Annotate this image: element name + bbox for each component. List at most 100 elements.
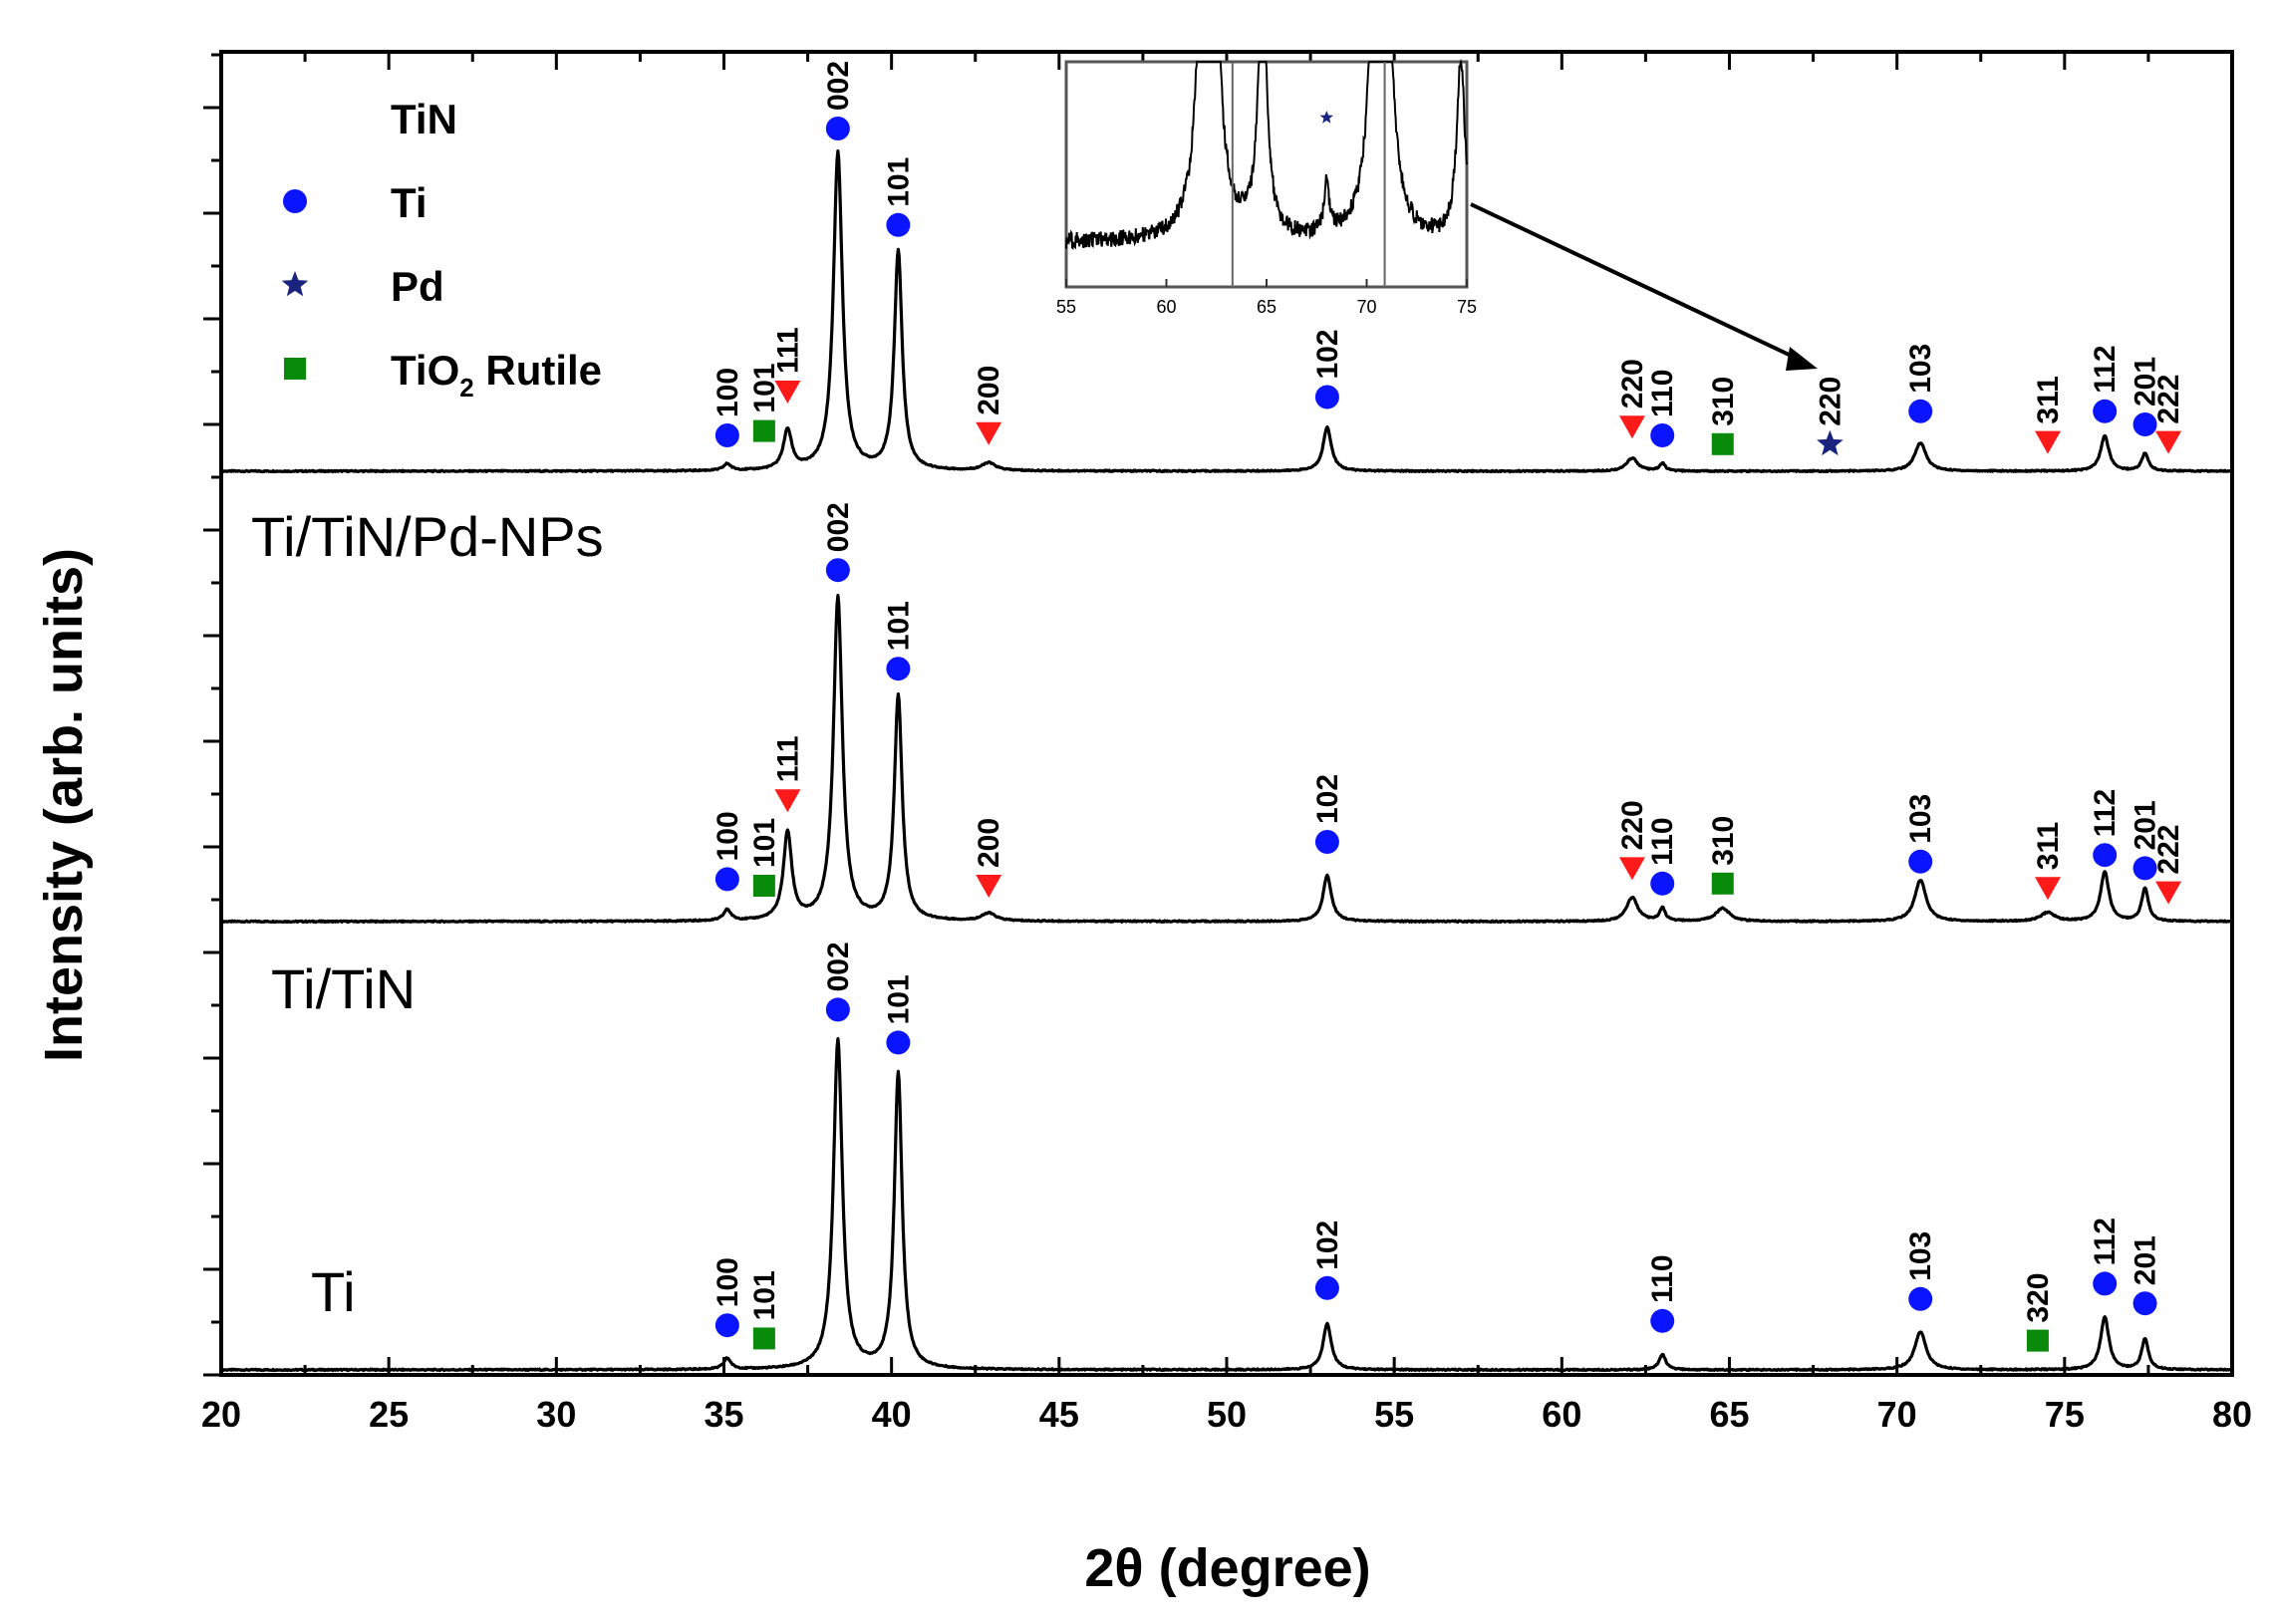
rutile-marker [752,419,775,442]
reflection-label: 100 [711,368,744,417]
legend-label-subscript: 2 [459,373,473,403]
ti-marker [2093,1271,2118,1296]
y-axis-label: Intensity (arb. units) [34,548,94,1062]
ti-marker [825,997,850,1022]
x-tick-label: 75 [2045,1394,2085,1435]
curves-layer [219,149,2233,1373]
reflection-label: 110 [1646,370,1679,417]
reflection-label: 002 [822,61,855,111]
legend-label: TiO2 Rutile [391,347,602,403]
reflection-label: 112 [2089,1218,2122,1265]
tin-marker [1618,857,1645,881]
reflection-label: 111 [771,735,804,782]
inset-tick-label: 60 [1156,297,1176,317]
x-tick-label: 45 [1039,1394,1079,1435]
reflection-label: 310 [1707,816,1740,866]
reflection-label: 102 [1311,329,1344,379]
rutile-marker [1711,432,1734,455]
rutile-marker [1711,872,1734,895]
x-tick-label: 55 [1374,1394,1414,1435]
ti-marker [1908,399,1933,423]
reflection-label: 220 [1616,359,1649,408]
reflection-label: 002 [822,502,855,552]
ti-marker [2093,399,2118,423]
ticks-layer: 20 25 30 35 40 45 50 55 60 65 70 75 80 [201,52,2252,1435]
reflection-label: 201 [2129,1235,2162,1285]
reflection-label: 222 [2152,375,2185,424]
x-tick-label: 70 [1877,1394,1917,1435]
inset-tick-label: 70 [1356,297,1376,317]
reflection-label: 200 [973,366,1005,415]
panel-labels: Ti/TiN/Pd-NPs Ti/TiN Ti [251,505,604,1323]
ti-marker [1908,849,1933,874]
reflection-label: 002 [822,942,855,991]
ti-marker [1650,423,1675,447]
reflection-label: 101 [748,364,781,413]
reflection-label: 311 [2032,376,2065,423]
reflection-label: 311 [2032,822,2065,870]
ti-marker [1650,871,1675,896]
ti-marker [2132,856,2157,881]
reflection-label: 201 [2129,357,2162,406]
legend-label-main: TiO [391,347,459,394]
x-tick-label: 30 [536,1394,576,1435]
rutile-marker [752,875,775,897]
reflection-label: 102 [1311,1220,1344,1270]
reflection-label: 220 [1616,800,1649,850]
inset-tick-label: 55 [1056,297,1076,317]
pattern-curve [219,1037,2233,1373]
ti-marker [886,657,911,681]
pd-marker [281,271,309,297]
inset-arrow-head [1786,347,1818,371]
inset-curve [1065,58,1468,250]
reflection-label: 101 [882,974,915,1024]
ti-marker [2093,843,2118,868]
reflection-label: 101 [748,1270,781,1320]
ti-marker [1314,385,1339,409]
x-tick-label: 50 [1207,1394,1247,1435]
reflection-label: 112 [2089,789,2122,837]
reflection-label: 110 [1646,817,1679,865]
pattern-curve [219,594,2233,925]
ti-marker [714,1313,739,1338]
x-tick-label: 80 [2212,1394,2252,1435]
ti-marker [886,1030,911,1055]
reflection-label: 102 [1311,774,1344,824]
legend-label: Ti [391,179,427,226]
reflection-label: 101 [748,818,781,868]
inset-arrow [1470,202,1803,363]
x-tick-label: 20 [201,1394,241,1435]
reflection-label: 320 [2022,1273,2055,1323]
tin-marker [2155,430,2182,454]
reflection-label: 220 [1814,377,1846,426]
legend-label: TiN [391,96,457,142]
ti-marker [886,212,911,237]
ti-marker [1314,830,1339,854]
reflection-label: 100 [711,811,744,861]
inset-chart: 55 60 65 70 75 [1056,58,1818,371]
reflection-label: 103 [1904,344,1937,394]
rutile-marker [2026,1329,2049,1352]
legend: TiN Ti Pd TiO2 Rutile [281,96,602,403]
inset-tick-label: 65 [1257,297,1277,317]
inset-tick-label: 75 [1457,297,1477,317]
ti-marker [714,867,739,892]
rutile-marker [752,1327,775,1350]
x-tick-label: 25 [369,1394,409,1435]
ti-marker [2132,1291,2157,1316]
reflection-label: 110 [1646,1254,1679,1302]
reflection-label: 310 [1707,377,1740,426]
reflection-label: 101 [882,157,915,207]
x-tick-label: 65 [1709,1394,1749,1435]
reflection-label: 201 [2129,800,2162,850]
legend-label-rest: Rutile [474,347,602,394]
ti-marker [825,558,850,583]
ti-marker [825,117,850,140]
tin-marker [976,875,1002,898]
inset-pd-marker [1319,111,1333,124]
reflection-label: 200 [973,818,1005,868]
tin-marker [2035,877,2062,901]
ti-marker [1650,1308,1675,1333]
